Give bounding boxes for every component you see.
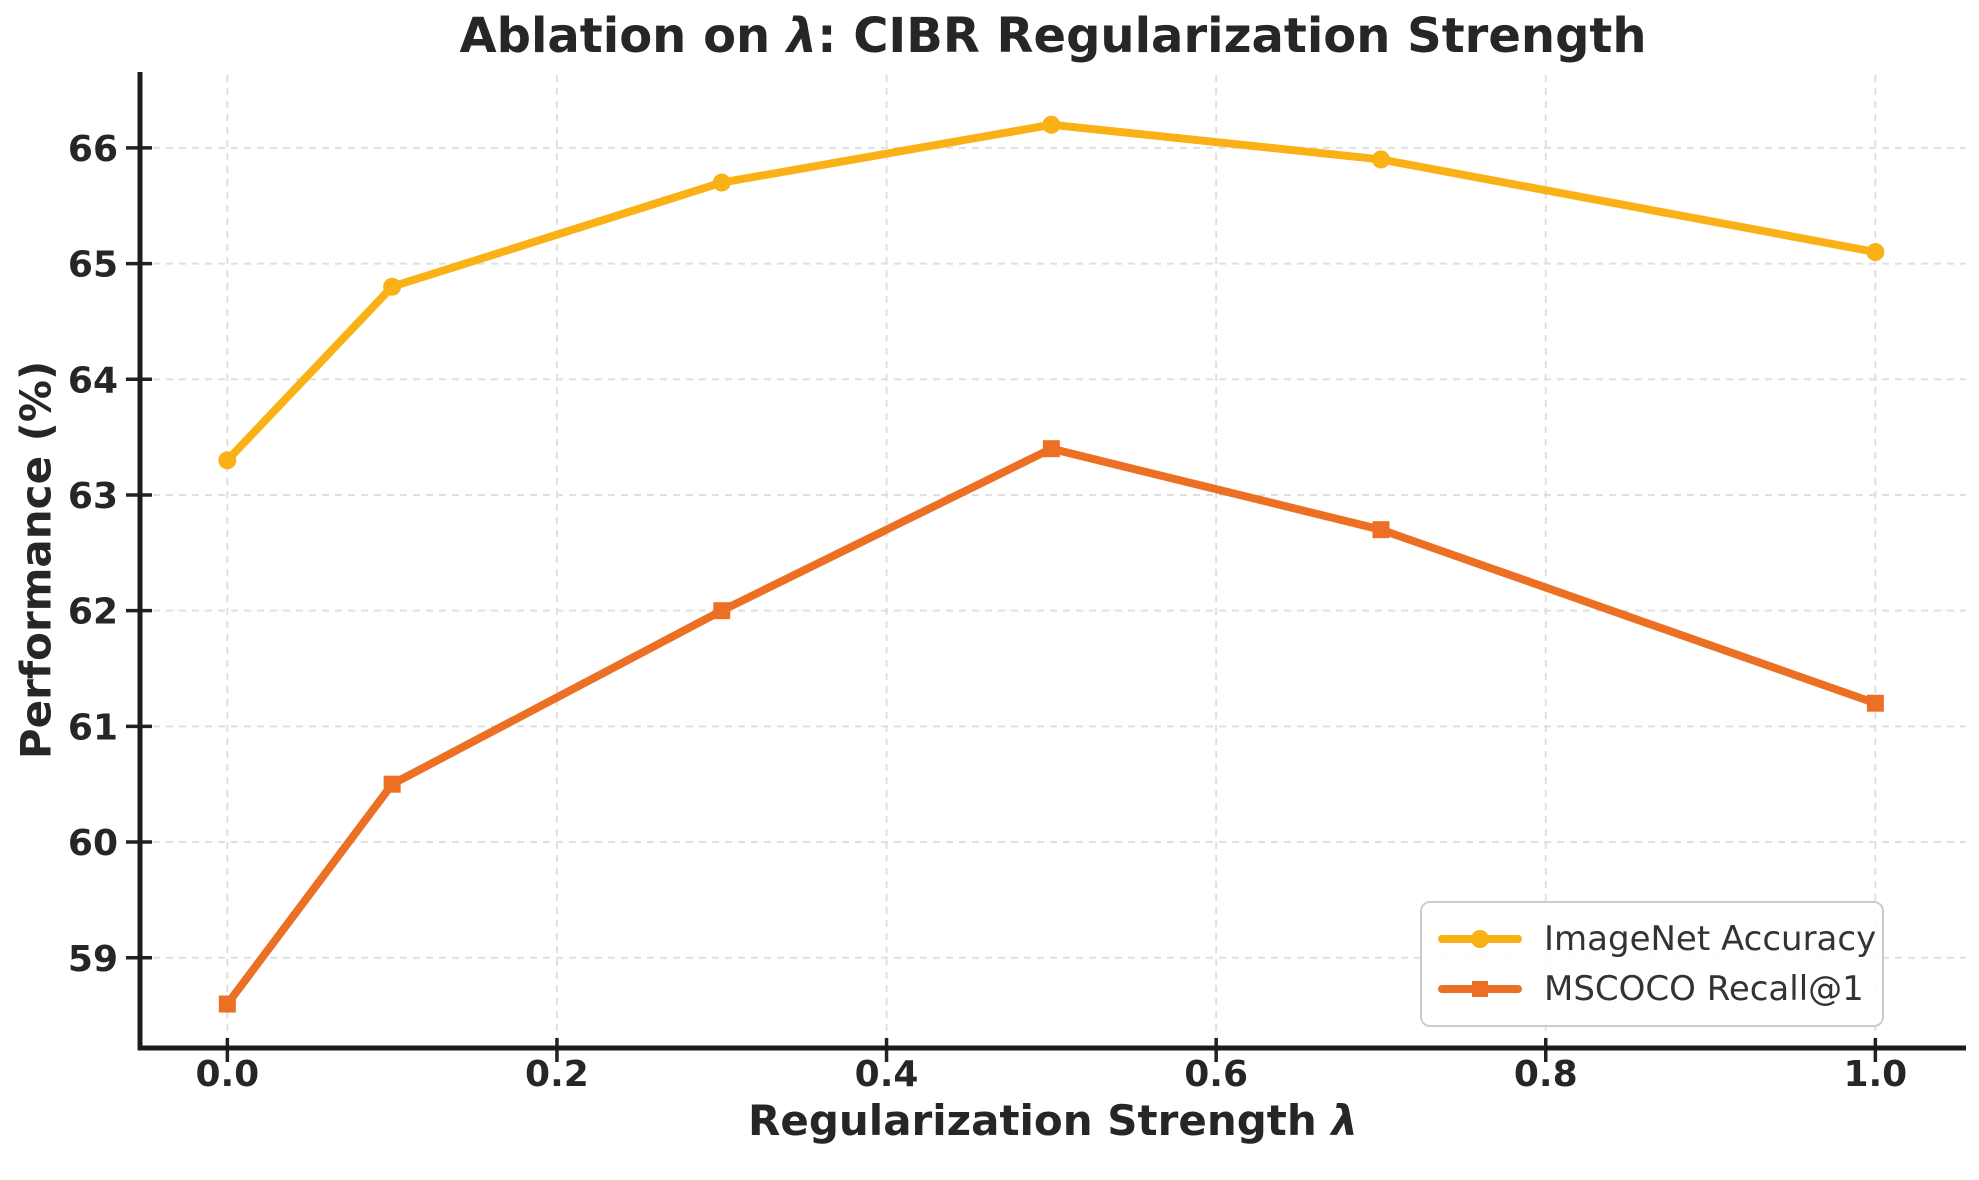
data-point-marker — [712, 173, 731, 192]
x-tick-label: 0.8 — [1514, 1054, 1578, 1095]
y-tick-label: 62 — [68, 592, 118, 633]
y-tick-label: 66 — [68, 129, 118, 170]
data-point-marker — [1042, 440, 1060, 458]
y-tick-label: 60 — [68, 823, 118, 864]
data-point-marker — [383, 277, 402, 296]
legend-item-mscoco-recall: MSCOCO Recall@1 — [1438, 969, 1870, 1009]
y-tick-label: 63 — [68, 476, 118, 517]
y-tick-label: 64 — [68, 360, 118, 401]
x-tick-label: 0.2 — [525, 1054, 589, 1095]
series-line-mscoco-recall-1 — [223, 444, 1880, 1009]
x-tick-label: 0.4 — [855, 1054, 919, 1095]
y-tick-label: 65 — [68, 245, 118, 286]
data-point-marker — [218, 451, 237, 470]
data-point-marker — [218, 995, 236, 1013]
data-point-marker — [713, 602, 731, 620]
data-point-marker — [1371, 150, 1390, 169]
legend-line-sample — [1438, 930, 1522, 948]
legend-line-sample — [1438, 981, 1522, 997]
legend-label: ImageNet Accuracy — [1544, 919, 1877, 959]
data-point-marker — [1866, 243, 1885, 262]
x-axis-label-text: Regularization Strength — [748, 1096, 1332, 1145]
data-point-marker — [1866, 694, 1884, 712]
x-tick-label: 0.0 — [195, 1054, 259, 1095]
chart-title: Ablation on λ: CIBR Regularization Stren… — [140, 8, 1966, 64]
circle-marker-icon — [1471, 930, 1489, 948]
x-tick-label: 1.0 — [1843, 1054, 1907, 1095]
chart-title-text: : CIBR Regularization Strength — [817, 8, 1647, 64]
y-tick-label: 61 — [68, 707, 118, 748]
data-point-marker — [383, 775, 401, 793]
x-axis-label: Regularization Strength λ — [140, 1096, 1966, 1145]
lambda-symbol: λ — [786, 8, 818, 64]
y-tick-label: 59 — [68, 939, 118, 980]
square-marker-icon — [1472, 981, 1488, 997]
legend: ImageNet Accuracy MSCOCO Recall@1 — [1420, 901, 1884, 1027]
legend-item-imagenet-accuracy: ImageNet Accuracy — [1438, 919, 1876, 959]
y-axis-label: Performance (%) — [11, 360, 61, 760]
chart-title-text: Ablation on — [459, 8, 787, 64]
data-point-marker — [1042, 115, 1061, 134]
x-tick-label: 0.6 — [1184, 1054, 1248, 1095]
data-point-marker — [1372, 521, 1390, 539]
series-line-imagenet-accuracy — [223, 120, 1880, 465]
legend-label: MSCOCO Recall@1 — [1544, 969, 1864, 1009]
lambda-symbol: λ — [1331, 1096, 1358, 1145]
